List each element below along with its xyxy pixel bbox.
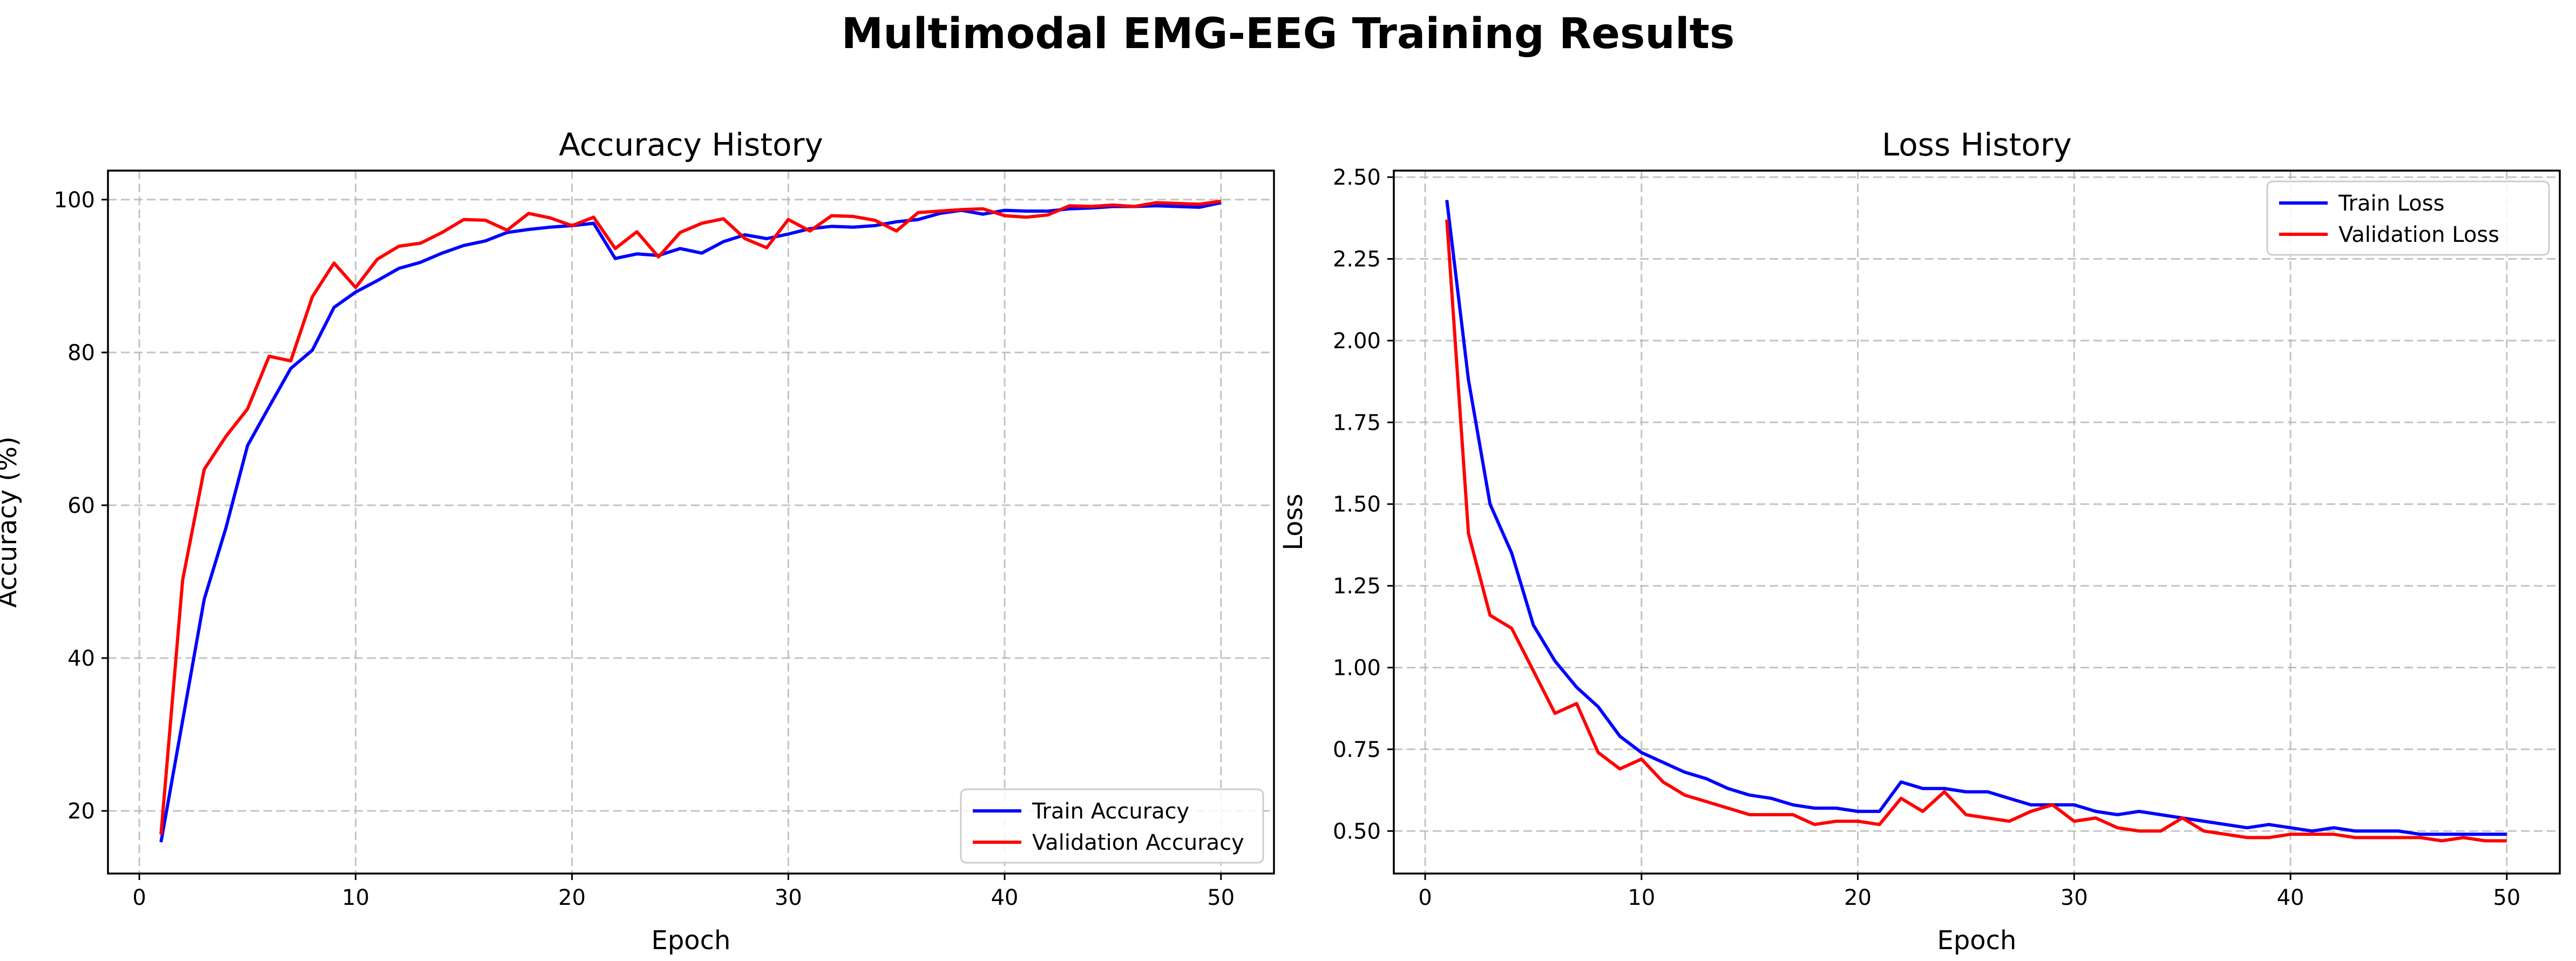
plot-frame [1393,170,2561,875]
x-tick-label: 20 [558,885,586,910]
x-tick-label: 40 [2277,885,2304,910]
chart-title: Loss History [1882,126,2072,163]
y-tick-label: 80 [67,341,95,366]
legend-box [2266,180,2550,256]
y-axis-label: Loss [1278,493,1309,550]
x-tick-label: 40 [991,885,1019,910]
legend: Train Accuracy Validation Accuracy [960,788,1264,864]
figure-suptitle: Multimodal EMG-EEG Training Results [841,10,1735,58]
y-tick-label: 0.75 [1333,737,1381,762]
y-tick-label: 1.50 [1333,492,1381,517]
legend-label-train-accuracy: Train Accuracy [1032,799,1189,824]
series-line-train-loss [1445,200,2507,836]
y-axis-label: Accuracy (%) [0,436,23,607]
legend-label-validation-loss: Validation Loss [2338,222,2499,247]
legend-label-validation-accuracy: Validation Accuracy [1032,830,1244,855]
x-tick-label: 50 [1207,885,1235,910]
y-tick-label: 2.25 [1333,247,1381,272]
y-tick-label: 2.00 [1333,329,1381,354]
series-line-validation-loss [1445,219,2507,843]
x-tick-label: 0 [1418,885,1432,910]
legend-box [960,788,1264,864]
y-tick-label: 1.75 [1333,410,1381,435]
x-tick-label: 10 [1628,885,1655,910]
x-axis-label: Epoch [652,925,731,956]
chart-title: Accuracy History [559,126,823,163]
y-tick-label: 60 [67,493,95,518]
series-line-train-accuracy [159,201,1222,843]
series-line-validation-accuracy [159,199,1222,835]
x-tick-label: 10 [342,885,369,910]
y-tick-label: 1.00 [1333,655,1381,680]
x-tick-label: 0 [132,885,146,910]
x-tick-label: 30 [775,885,802,910]
x-tick-label: 20 [1844,885,1872,910]
loss-chart: 0 10 20 30 40 50 0.50 0.75 1.00 1.25 1.50 1.75 2.00 2… [1278,126,2561,956]
y-tick-label: 40 [67,646,95,671]
y-tick-label: 2.50 [1333,165,1381,190]
y-tick-label: 1.25 [1333,574,1381,599]
legend-label-train-loss: Train Loss [2338,191,2444,216]
plot-frame [107,170,1275,875]
y-tick-label: 100 [54,188,95,213]
x-axis-label: Epoch [1937,925,2017,956]
x-tick-label: 30 [2060,885,2088,910]
y-tick-label: 0.50 [1333,819,1381,844]
accuracy-chart: 0 10 20 30 40 50 20 40 60 80 100 Accuracy History Ep… [0,126,1275,956]
x-tick-label: 50 [2493,885,2520,910]
y-tick-label: 20 [67,799,95,824]
legend: Train Loss Validation Loss [2266,180,2550,256]
